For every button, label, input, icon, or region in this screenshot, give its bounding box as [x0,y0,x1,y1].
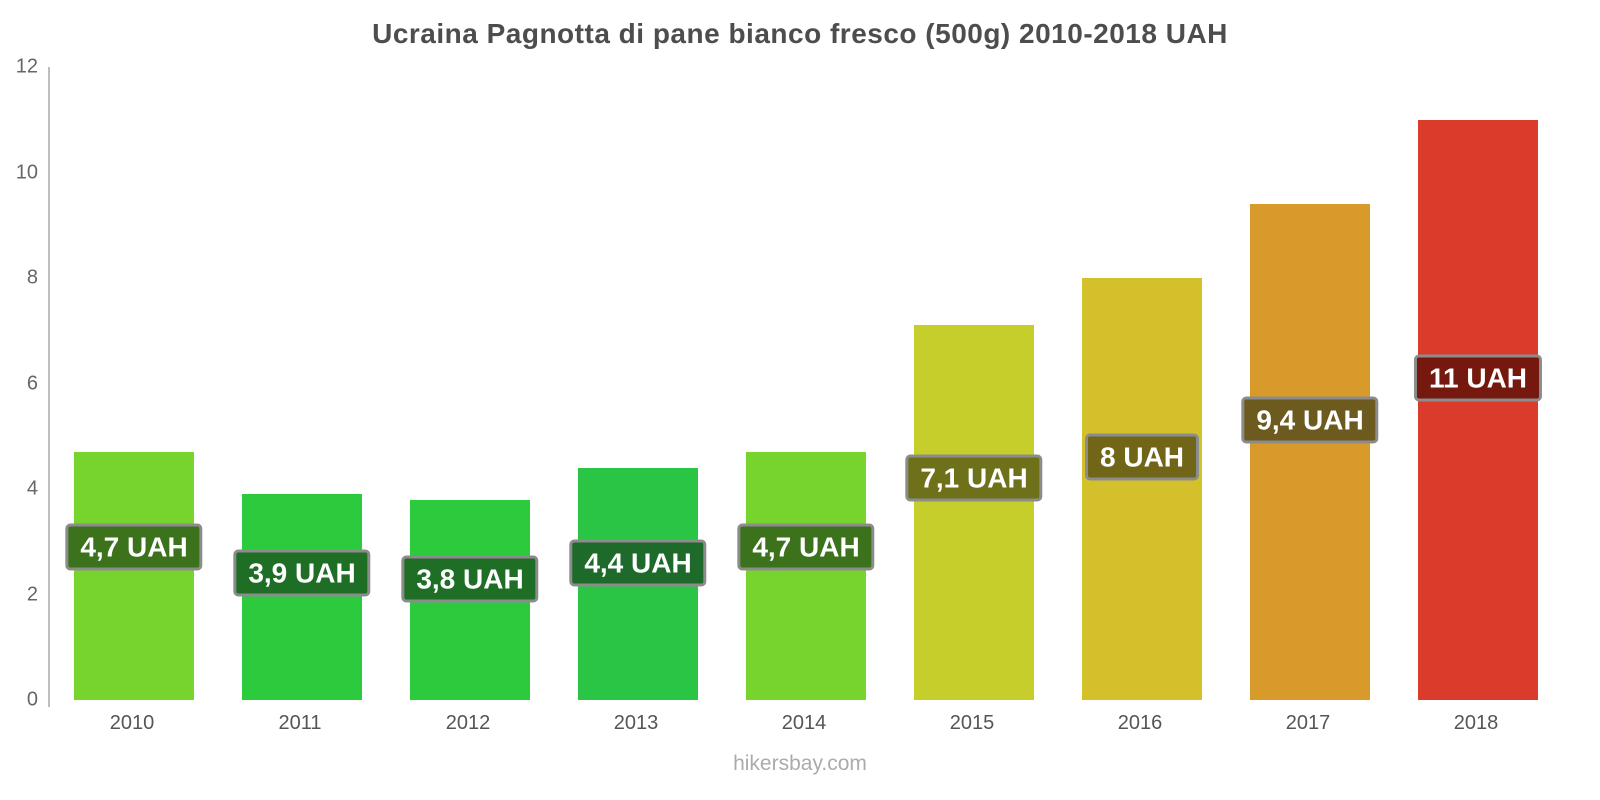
x-tick-label-2013: 2013 [613,712,659,734]
bar-value-label-2017: 9,4 UAH [1241,396,1379,444]
bar-2011[interactable] [242,494,362,700]
bar-value-label-2014: 4,7 UAH [737,523,875,571]
x-tick-label-2017: 2017 [1285,712,1331,734]
x-tick-label-2014: 2014 [781,712,827,734]
x-tick-label-2015: 2015 [949,712,995,734]
plot-area: 4,7 UAH 3,9 UAH 3,8 UAH 4,4 UAH 4,7 UAH 7,1 U… [48,67,1562,707]
bar-value-label-2010: 4,7 UAH [65,523,203,571]
x-tick-label-2010: 2010 [109,712,155,734]
bar-value-label-2013: 4,4 UAH [569,539,707,587]
bar-2016[interactable] [1082,278,1202,700]
bar-2014[interactable] [746,452,866,700]
y-tick-label-0: 0 [26,688,38,711]
bar-2018[interactable] [1418,119,1538,700]
bar-value-label-2011: 3,9 UAH [233,549,371,597]
bar-2010[interactable] [74,452,194,700]
x-tick-label-2012: 2012 [445,712,491,734]
chart-title: Ucraina Pagnotta di pane bianco fresco (… [372,18,1228,49]
x-tick-label-2018: 2018 [1453,712,1499,734]
y-tick-label-4: 4 [26,477,38,500]
bar-2017[interactable] [1250,204,1370,700]
y-tick-label-12: 12 [15,55,38,78]
y-tick-label-8: 8 [26,266,38,289]
x-axis-origin-tick [48,700,50,707]
bar-value-label-2018: 11 UAH [1413,354,1543,402]
x-tick-label-2016: 2016 [1117,712,1163,734]
x-tick-label-2011: 2011 [278,712,322,734]
bar-value-label-2015: 7,1 UAH [905,454,1043,502]
y-tick-label-2: 2 [26,583,38,605]
y-tick-label-6: 6 [26,372,38,394]
y-tick-label-10: 10 [15,161,38,183]
bar-value-label-2016: 8 UAH [1084,433,1200,481]
bar-2015[interactable] [914,325,1034,700]
watermark-text: hikersbay.com [733,752,867,775]
bar-value-label-2012: 3,8 UAH [401,555,539,603]
